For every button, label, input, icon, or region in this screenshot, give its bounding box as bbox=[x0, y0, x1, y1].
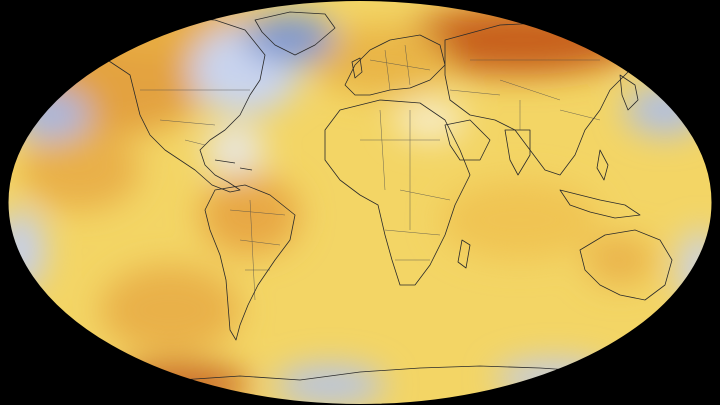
tropical-pacific-warm-anomaly bbox=[20, 130, 140, 210]
north-america-coastline bbox=[94, 17, 266, 193]
south-america-coastline bbox=[204, 184, 296, 341]
sahara-pale-area bbox=[395, 100, 465, 140]
australia-coastline bbox=[579, 229, 673, 301]
india-coastline bbox=[504, 129, 531, 176]
greenland-coastline bbox=[254, 11, 336, 56]
japan-coastline bbox=[619, 74, 639, 111]
south-america-borders bbox=[229, 199, 286, 301]
europe-warm-anomaly bbox=[310, 25, 450, 95]
south-america-warm-anomaly bbox=[200, 175, 300, 255]
south-atlantic-cool-anomaly bbox=[275, 365, 385, 405]
indonesia-coastline bbox=[559, 189, 641, 219]
greenland-cold-anomaly bbox=[245, 13, 335, 63]
west-coast-cool-anomaly bbox=[8, 210, 45, 290]
arabia-coastline bbox=[444, 119, 491, 161]
caribbean-coastline bbox=[214, 159, 253, 171]
indian-ocean-warm-anomaly bbox=[440, 180, 600, 260]
gulf-cool-area bbox=[205, 125, 265, 175]
south-pacific-warm-anomaly bbox=[100, 265, 240, 355]
philippines-coastline bbox=[596, 149, 609, 181]
britain-coastline bbox=[351, 57, 363, 79]
africa-coastline bbox=[324, 99, 471, 286]
asia-borders bbox=[449, 59, 601, 130]
australia-warm-anomaly bbox=[585, 235, 655, 285]
north-america-borders bbox=[140, 89, 250, 146]
europe-borders bbox=[369, 44, 431, 91]
country-borders bbox=[140, 44, 601, 301]
africa-borders bbox=[360, 109, 451, 261]
madagascar-coastline bbox=[457, 239, 471, 269]
